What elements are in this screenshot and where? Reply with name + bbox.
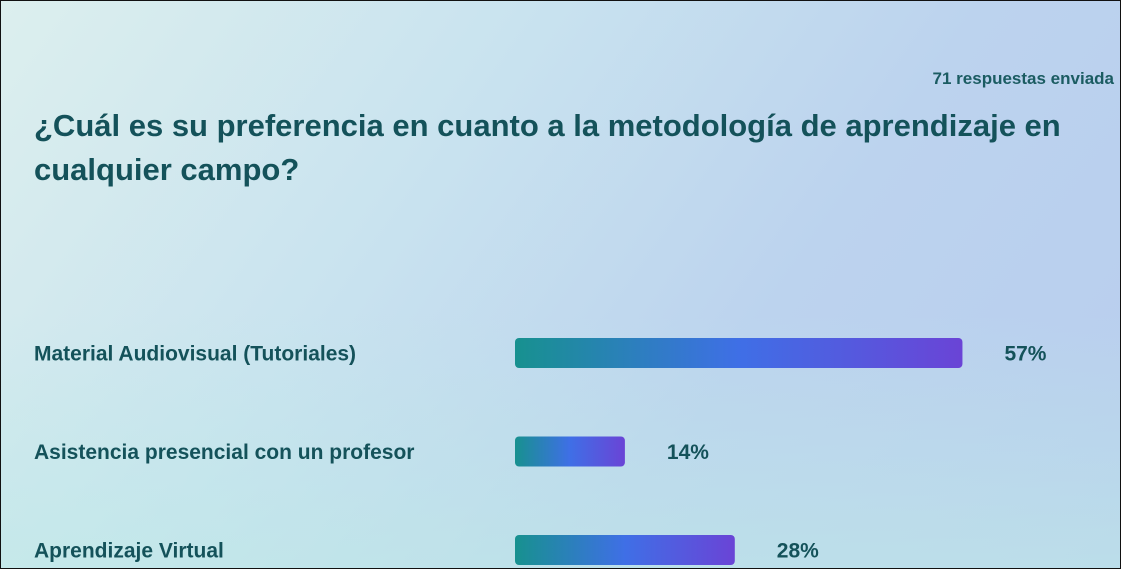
bar <box>515 535 735 565</box>
question-title: ¿Cuál es su preferencia en cuanto a la m… <box>34 108 1061 187</box>
value-label: 28% <box>777 540 819 563</box>
category-label: Aprendizaje Virtual <box>34 540 224 563</box>
category-label: Material Audiovisual (Tutoriales) <box>34 343 356 366</box>
category-label: Asistencia presencial con un profesor <box>34 441 414 464</box>
value-label: 57% <box>1004 343 1046 366</box>
bar <box>515 436 625 467</box>
value-label: 14% <box>667 441 709 464</box>
bar <box>515 338 963 368</box>
response-count: 71 respuestas enviada <box>932 69 1114 88</box>
